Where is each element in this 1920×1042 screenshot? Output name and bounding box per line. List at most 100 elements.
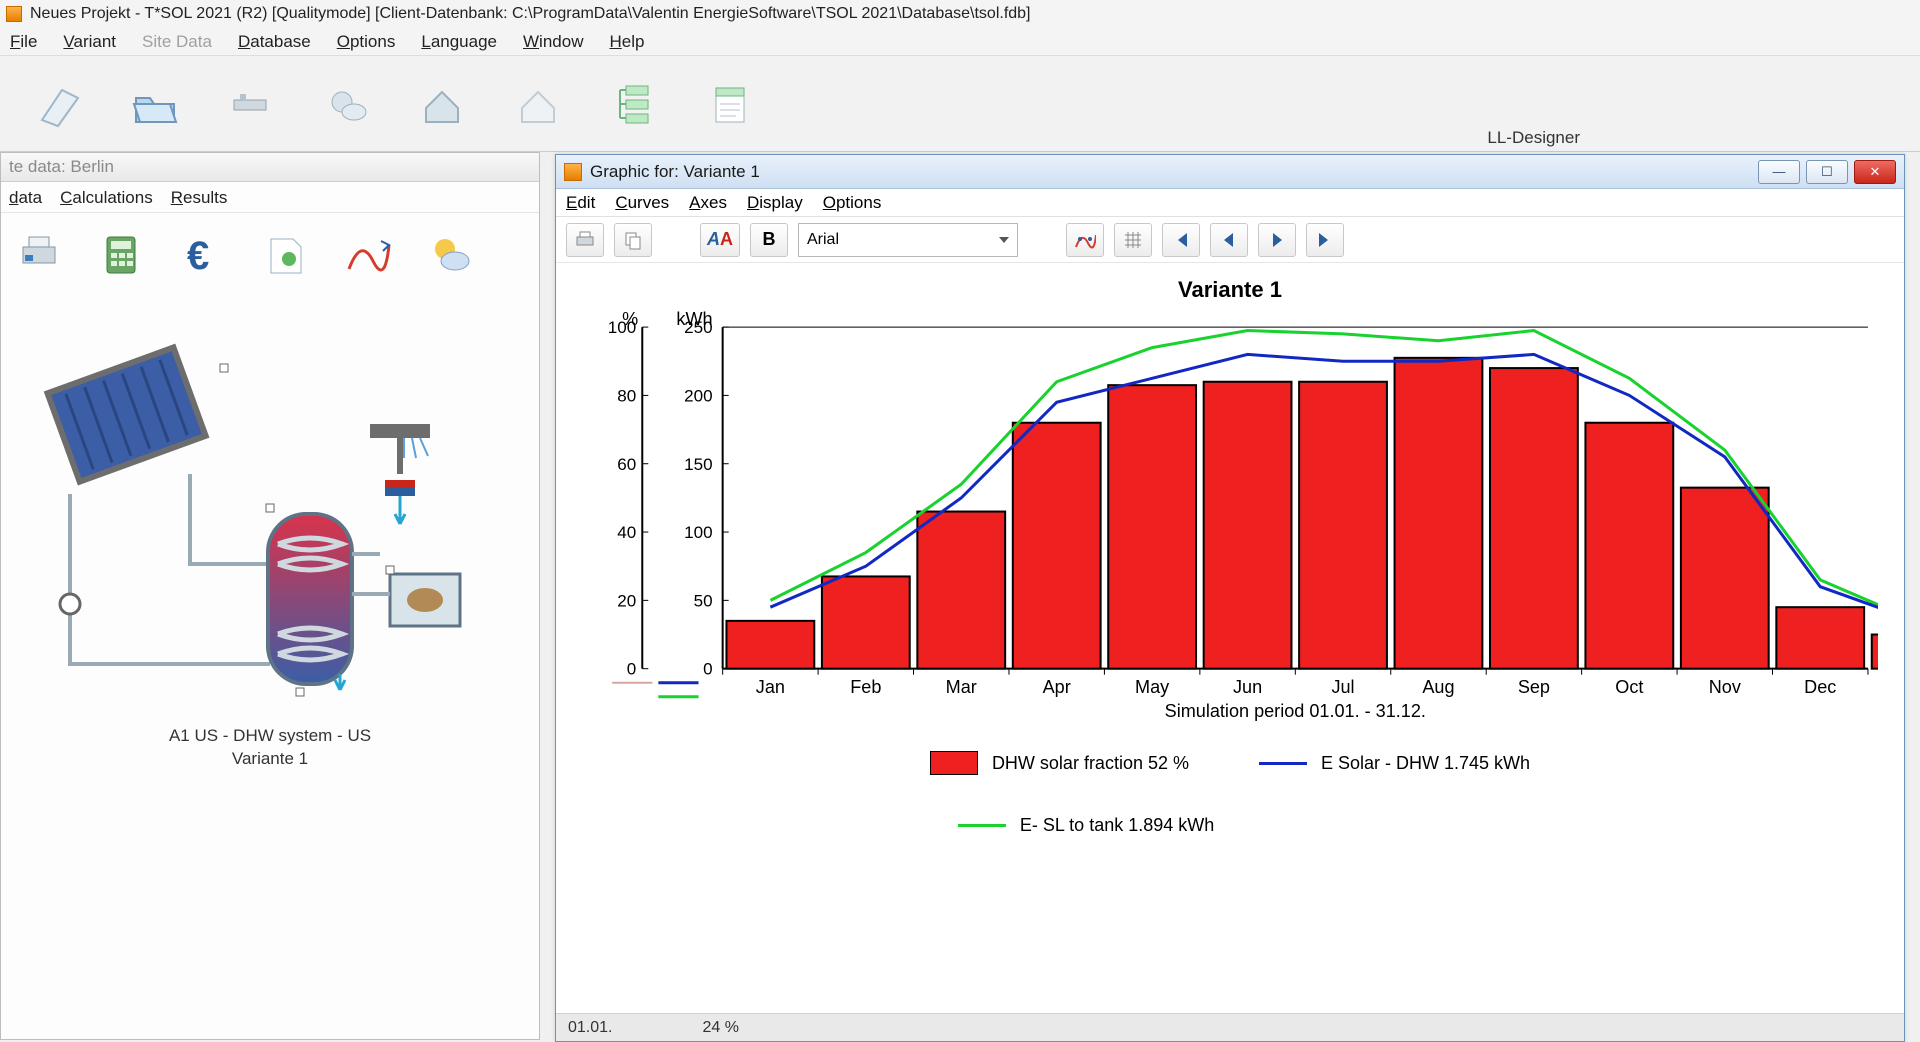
chart-menu-edit[interactable]: Edit: [566, 193, 595, 213]
copy-button[interactable]: [614, 223, 652, 257]
svg-text:50: 50: [694, 591, 713, 610]
svg-text:Simulation period 01.01. - 31.: Simulation period 01.01. - 31.12.: [1165, 701, 1426, 721]
chart-plot: %kWh020406080100050100150200250JanFebMar…: [582, 307, 1878, 737]
svg-text:40: 40: [617, 523, 636, 542]
svg-text:60: 60: [617, 455, 636, 474]
print-button[interactable]: [566, 223, 604, 257]
chart-legend: DHW solar fraction 52 % E Solar - DHW 1.…: [582, 751, 1878, 836]
left-icon-curve[interactable]: [343, 231, 391, 279]
legend-blue-swatch: [1259, 762, 1307, 765]
toolbar-open-icon[interactable]: [126, 76, 182, 132]
font-select-value: Arial: [807, 231, 839, 249]
svg-text:100: 100: [684, 523, 712, 542]
menu-window[interactable]: Window: [523, 32, 583, 52]
chart-menubar: Edit Curves Axes Display Options: [556, 189, 1904, 217]
close-button[interactable]: ✕: [1854, 160, 1896, 184]
curve-tool-button[interactable]: [1066, 223, 1104, 257]
legend-blue: E Solar - DHW 1.745 kWh: [1259, 751, 1530, 775]
left-icon-euro[interactable]: €: [179, 231, 227, 279]
toolbar-new-icon[interactable]: [30, 76, 86, 132]
legend-green-swatch: [958, 824, 1006, 827]
nav-next-button[interactable]: [1258, 223, 1296, 257]
menu-language[interactable]: Language: [421, 32, 497, 52]
toolbar-house2-icon[interactable]: [510, 76, 566, 132]
main-toolbar: LL-Designer: [0, 56, 1920, 152]
app-icon: [6, 6, 22, 22]
chart-toolbar: AA B Arial: [556, 217, 1904, 263]
chart-window-title: Graphic for: Variante 1: [590, 162, 1758, 182]
nav-first-button[interactable]: [1162, 223, 1200, 257]
svg-text:Jul: Jul: [1331, 677, 1354, 697]
svg-text:Apr: Apr: [1043, 677, 1071, 697]
svg-text:250: 250: [684, 318, 712, 337]
chart-menu-options[interactable]: Options: [823, 193, 882, 213]
svg-text:20: 20: [617, 591, 636, 610]
menu-options[interactable]: Options: [337, 32, 396, 52]
chart-window: Graphic for: Variante 1 — ☐ ✕ Edit Curve…: [555, 154, 1905, 1042]
left-icon-weather[interactable]: [425, 231, 473, 279]
scheme-caption-line1: A1 US - DHW system - US: [1, 725, 539, 748]
left-iconrow: €: [1, 213, 539, 289]
svg-text:Feb: Feb: [850, 677, 881, 697]
legend-green: E- SL to tank 1.894 kWh: [582, 815, 1878, 836]
svg-text:Aug: Aug: [1422, 677, 1454, 697]
svg-text:150: 150: [684, 455, 712, 474]
left-submenu-results[interactable]: Results: [171, 188, 228, 208]
toolbar-climate-icon[interactable]: [318, 76, 374, 132]
left-submenu-calc[interactable]: Calculations: [60, 188, 153, 208]
chart-menu-display[interactable]: Display: [747, 193, 803, 213]
left-icon-note[interactable]: [261, 231, 309, 279]
svg-text:Jun: Jun: [1233, 677, 1262, 697]
toolbar-flow-icon[interactable]: [606, 76, 662, 132]
designer-label: LL-Designer: [1487, 128, 1580, 148]
menu-help[interactable]: Help: [609, 32, 644, 52]
svg-text:100: 100: [608, 318, 636, 337]
system-scheme: [1, 289, 539, 719]
svg-text:Sep: Sep: [1518, 677, 1550, 697]
svg-text:Dec: Dec: [1804, 677, 1836, 697]
left-submenu-data[interactable]: data: [9, 188, 42, 208]
left-panel: te data: Berlin data Calculations Result…: [0, 152, 540, 1040]
scheme-caption: A1 US - DHW system - US Variante 1: [1, 725, 539, 771]
legend-green-label: E- SL to tank 1.894 kWh: [1020, 815, 1214, 836]
toolbar-collector-icon[interactable]: [222, 76, 278, 132]
menu-variant[interactable]: Variant: [63, 32, 116, 52]
svg-text:80: 80: [617, 386, 636, 405]
toolbar-report-icon[interactable]: [702, 76, 758, 132]
svg-text:Nov: Nov: [1709, 677, 1741, 697]
grid-button[interactable]: [1114, 223, 1152, 257]
scheme-caption-line2: Variante 1: [1, 748, 539, 771]
left-icon-print[interactable]: [15, 231, 63, 279]
status-date: 01.01.: [568, 1019, 612, 1037]
menu-database[interactable]: Database: [238, 32, 311, 52]
font-select[interactable]: Arial: [798, 223, 1018, 257]
bold-button[interactable]: B: [750, 223, 788, 257]
left-submenu: data Calculations Results: [1, 182, 539, 213]
legend-bar-label: DHW solar fraction 52 %: [992, 753, 1189, 774]
chevron-down-icon: [999, 237, 1009, 243]
menu-file[interactable]: File: [10, 32, 37, 52]
svg-text:Oct: Oct: [1615, 677, 1643, 697]
svg-text:0: 0: [703, 660, 712, 679]
left-icon-calc[interactable]: [97, 231, 145, 279]
nav-last-button[interactable]: [1306, 223, 1344, 257]
toolbar-house-icon[interactable]: [414, 76, 470, 132]
svg-text:€: €: [187, 234, 209, 278]
chart-menu-axes[interactable]: Axes: [689, 193, 727, 213]
chart-body: Variante 1 %kWh0204060801000501001502002…: [556, 263, 1904, 1013]
font-style-button[interactable]: AA: [700, 223, 740, 257]
status-value: 24 %: [702, 1019, 738, 1037]
chart-menu-curves[interactable]: Curves: [615, 193, 669, 213]
svg-text:200: 200: [684, 386, 712, 405]
minimize-button[interactable]: —: [1758, 160, 1800, 184]
nav-prev-button[interactable]: [1210, 223, 1248, 257]
legend-bar-swatch: [930, 751, 978, 775]
svg-text:May: May: [1135, 677, 1169, 697]
chart-window-icon: [564, 163, 582, 181]
svg-text:Mar: Mar: [946, 677, 977, 697]
maximize-button[interactable]: ☐: [1806, 160, 1848, 184]
chart-titlebar[interactable]: Graphic for: Variante 1 — ☐ ✕: [556, 155, 1904, 189]
menu-sitedata: Site Data: [142, 32, 212, 52]
app-title: Neues Projekt - T*SOL 2021 (R2) [Quality…: [30, 5, 1031, 23]
left-panel-header: te data: Berlin: [1, 153, 539, 182]
